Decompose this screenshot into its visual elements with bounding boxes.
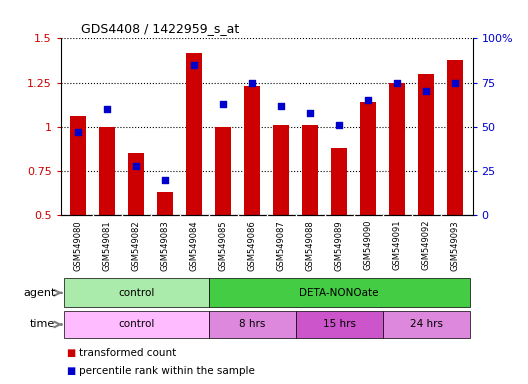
Text: GSM549092: GSM549092 — [422, 220, 431, 270]
Text: GSM549093: GSM549093 — [451, 220, 460, 271]
Point — [103, 106, 111, 112]
Text: GSM549083: GSM549083 — [161, 220, 169, 271]
Point — [248, 79, 257, 86]
Bar — [244, 86, 260, 215]
Point — [132, 162, 140, 169]
Bar — [209, 311, 296, 338]
Text: GDS4408 / 1422959_s_at: GDS4408 / 1422959_s_at — [81, 22, 240, 35]
Text: GSM549090: GSM549090 — [364, 220, 373, 270]
Text: GSM549086: GSM549086 — [248, 220, 257, 271]
Text: DETA-NONOate: DETA-NONOate — [299, 288, 379, 298]
Bar — [99, 127, 115, 215]
Bar — [389, 83, 405, 215]
Point — [364, 97, 372, 103]
Text: control: control — [118, 288, 154, 298]
Text: GSM549088: GSM549088 — [306, 220, 315, 271]
Bar — [70, 116, 86, 215]
Point — [451, 79, 459, 86]
Text: GSM549089: GSM549089 — [335, 220, 344, 271]
Bar — [63, 311, 209, 338]
Text: control: control — [118, 319, 154, 329]
Text: ■: ■ — [66, 348, 76, 358]
Text: transformed count: transformed count — [79, 348, 176, 358]
Bar — [186, 53, 202, 215]
Bar — [383, 311, 470, 338]
Point — [74, 129, 82, 135]
Bar — [331, 148, 347, 215]
Point — [190, 62, 199, 68]
Text: time: time — [30, 319, 55, 329]
Bar — [128, 153, 144, 215]
Text: GSM549081: GSM549081 — [102, 220, 111, 271]
Text: GSM549087: GSM549087 — [277, 220, 286, 271]
Text: GSM549082: GSM549082 — [131, 220, 140, 271]
Bar — [418, 74, 434, 215]
Text: ■: ■ — [66, 366, 76, 376]
Text: agent: agent — [23, 288, 55, 298]
Bar — [273, 125, 289, 215]
Text: 8 hrs: 8 hrs — [239, 319, 266, 329]
Text: GSM549091: GSM549091 — [393, 220, 402, 270]
Text: GSM549084: GSM549084 — [190, 220, 199, 271]
Point — [277, 103, 285, 109]
Bar — [63, 278, 209, 308]
Bar — [296, 311, 383, 338]
Bar — [157, 192, 173, 215]
Bar — [215, 127, 231, 215]
Point — [219, 101, 228, 107]
Point — [393, 79, 401, 86]
Text: 15 hrs: 15 hrs — [323, 319, 356, 329]
Bar — [209, 278, 470, 308]
Bar — [447, 60, 463, 215]
Text: 24 hrs: 24 hrs — [410, 319, 442, 329]
Bar — [302, 125, 318, 215]
Point — [161, 177, 169, 183]
Bar — [360, 102, 376, 215]
Text: GSM549080: GSM549080 — [73, 220, 82, 271]
Point — [306, 109, 314, 116]
Point — [422, 88, 430, 94]
Text: percentile rank within the sample: percentile rank within the sample — [79, 366, 255, 376]
Text: GSM549085: GSM549085 — [219, 220, 228, 271]
Point — [335, 122, 343, 128]
